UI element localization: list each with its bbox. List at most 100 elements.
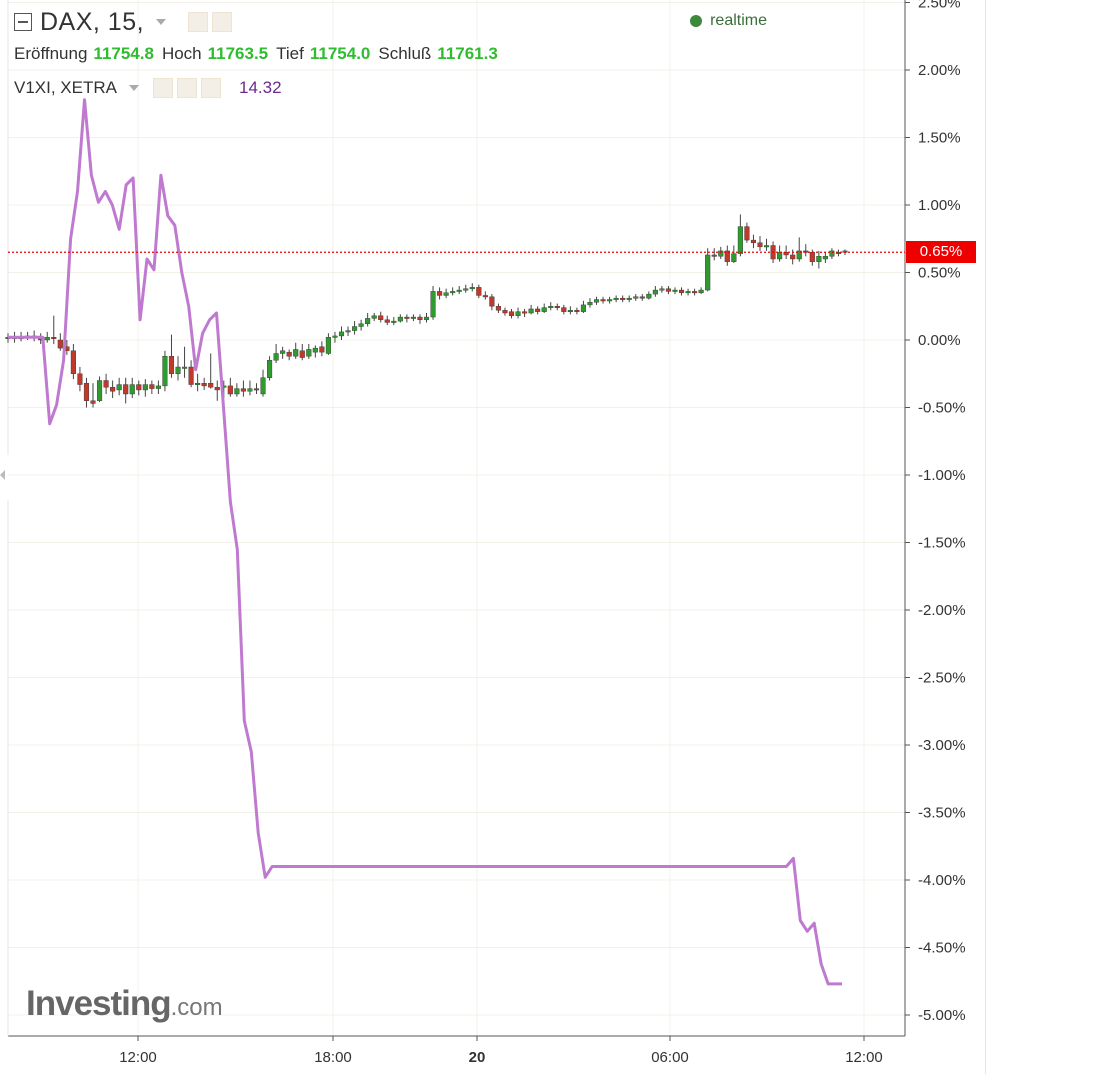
current-value-badge: 0.65% xyxy=(906,241,976,263)
candle-body xyxy=(580,304,586,312)
overlay-label[interactable]: V1XI, XETRA xyxy=(14,78,117,97)
settings-icon[interactable] xyxy=(188,12,209,32)
chevron-down-icon[interactable] xyxy=(156,19,167,25)
logo-brand: Investing xyxy=(26,984,172,1023)
candle-body xyxy=(410,316,416,319)
chart-svg[interactable]: 2.50% 2.00% 1.50% 1.00% 0.50% 0.00% -0.50% -1.0… xyxy=(0,0,985,1074)
chevron-down-icon[interactable] xyxy=(128,85,139,91)
candle-body xyxy=(371,315,377,319)
candle-body xyxy=(554,306,560,308)
candle-body xyxy=(149,384,155,389)
candle-body xyxy=(332,335,338,338)
overlay-value: 14.32 xyxy=(238,78,282,97)
candle-body xyxy=(182,366,188,369)
candle-body xyxy=(129,384,135,395)
candle-body xyxy=(541,307,547,312)
legend-title-row: DAX, 15, xyxy=(14,6,233,38)
candle-body xyxy=(378,315,384,320)
candle-body xyxy=(737,226,743,254)
candle-body xyxy=(633,296,639,299)
y-tick-label: -5.00% xyxy=(918,1007,966,1024)
scroll-left-icon[interactable] xyxy=(0,470,5,480)
candle-body xyxy=(646,293,652,299)
candle-body xyxy=(286,351,292,357)
realtime-indicator: realtime xyxy=(690,12,767,30)
candle-body xyxy=(535,308,541,312)
candle-body xyxy=(365,318,371,324)
candle-body xyxy=(188,366,194,385)
candle-body xyxy=(757,242,763,248)
candle-body xyxy=(338,331,345,337)
collapse-toggle-icon[interactable] xyxy=(14,13,32,31)
candle-body xyxy=(639,296,645,299)
overlay-legend-row: V1XI, XETRA 14.32 xyxy=(14,78,282,98)
candle-body xyxy=(312,347,318,353)
y-tick-label: -2.00% xyxy=(918,602,966,619)
open-value: 11754.8 xyxy=(93,44,154,63)
candle-body xyxy=(750,239,757,244)
candle-body xyxy=(672,289,678,292)
close-icon[interactable] xyxy=(212,12,233,32)
candle-body xyxy=(822,256,828,260)
candle-body xyxy=(476,287,482,296)
candle-body xyxy=(214,387,220,391)
candle-body xyxy=(430,291,436,318)
candle-body xyxy=(574,310,580,312)
candle-body xyxy=(796,250,802,260)
candle-body xyxy=(306,349,312,357)
candle-body xyxy=(404,316,410,319)
y-tick-label: -2.50% xyxy=(918,670,966,687)
candle-body xyxy=(391,320,397,323)
candle-body xyxy=(790,254,796,260)
y-tick-label: -1.00% xyxy=(918,467,966,484)
candle-body xyxy=(247,388,253,392)
candle-body xyxy=(57,339,63,349)
candle-body xyxy=(345,330,351,333)
candle-body xyxy=(325,337,331,354)
candle-body xyxy=(522,311,528,314)
axes: 2.50% 2.00% 1.50% 1.00% 0.50% 0.00% -0.50% -1.0… xyxy=(7,0,966,1066)
candle-body xyxy=(450,291,456,294)
candle-body xyxy=(593,299,600,303)
candle-body xyxy=(711,254,717,257)
visibility-icon[interactable] xyxy=(152,78,173,98)
candle-body xyxy=(502,310,508,314)
grid xyxy=(8,0,905,1036)
candle-body xyxy=(319,346,325,353)
y-tick-label: -1.50% xyxy=(918,535,966,552)
candle-body xyxy=(548,306,554,308)
close-icon[interactable] xyxy=(200,78,221,98)
candle-body xyxy=(267,360,273,378)
y-tick-label: -4.50% xyxy=(918,940,966,957)
candle-body xyxy=(613,297,619,300)
x-tick-label: 12:00 xyxy=(119,1049,157,1066)
settings-icon[interactable] xyxy=(176,78,197,98)
candle-body xyxy=(116,384,122,391)
candle-body xyxy=(168,356,175,374)
candle-body xyxy=(417,316,423,320)
candle-body xyxy=(123,384,129,395)
candle-body xyxy=(443,292,449,296)
candle-body xyxy=(70,350,76,374)
candle-body xyxy=(724,250,730,262)
candle-body xyxy=(469,287,475,290)
x-tick-label: 12:00 xyxy=(845,1049,883,1066)
y-tick-label: 2.00% xyxy=(918,62,961,79)
candle-body xyxy=(384,319,390,323)
candle-body xyxy=(678,289,685,293)
close-value: 11761.3 xyxy=(437,44,498,63)
candle-body xyxy=(103,380,109,388)
symbol-title[interactable]: DAX, 15, xyxy=(40,7,145,36)
candle-body xyxy=(620,297,626,300)
y-tick-label: -4.00% xyxy=(918,872,966,889)
candle-body xyxy=(587,302,593,306)
candle-body xyxy=(835,252,842,254)
candle-body xyxy=(456,289,462,292)
x-tick-label: 18:00 xyxy=(314,1049,352,1066)
candle-body xyxy=(280,350,286,354)
candle-body xyxy=(260,377,266,395)
candle-body xyxy=(90,400,96,404)
candle-body xyxy=(142,384,148,391)
realtime-label: realtime xyxy=(710,12,767,29)
candle-body xyxy=(718,250,724,257)
